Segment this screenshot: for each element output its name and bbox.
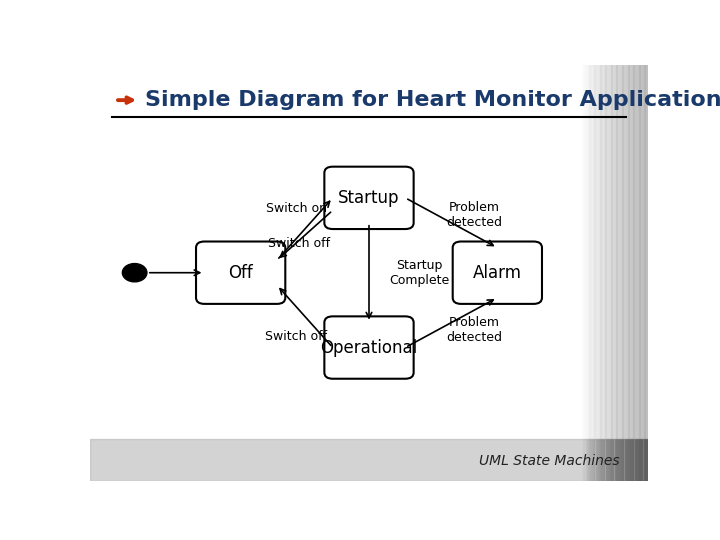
Text: Problem
detected: Problem detected xyxy=(446,316,502,344)
Bar xyxy=(608,439,609,481)
Text: Off: Off xyxy=(228,264,253,282)
Bar xyxy=(631,439,632,481)
Text: Simple Diagram for Heart Monitor Applications: Simple Diagram for Heart Monitor Applica… xyxy=(145,90,720,110)
Bar xyxy=(624,439,626,481)
Bar xyxy=(610,439,611,481)
Bar xyxy=(585,439,587,481)
Text: Switch off: Switch off xyxy=(266,330,328,343)
Bar xyxy=(620,439,621,481)
Bar xyxy=(630,439,631,481)
Bar xyxy=(629,439,630,481)
Bar xyxy=(639,439,640,481)
Bar xyxy=(602,439,603,481)
Bar xyxy=(632,439,634,481)
Bar xyxy=(597,439,598,481)
Bar xyxy=(640,439,642,481)
Bar xyxy=(622,439,624,481)
Bar xyxy=(627,439,628,481)
Bar xyxy=(634,439,636,481)
Text: UML State Machines: UML State Machines xyxy=(480,454,620,468)
Bar xyxy=(612,439,613,481)
FancyBboxPatch shape xyxy=(324,167,413,229)
Bar xyxy=(606,439,607,481)
Bar xyxy=(626,439,627,481)
Bar xyxy=(581,439,582,481)
Bar xyxy=(582,439,583,481)
Bar xyxy=(595,439,597,481)
Text: Switch off: Switch off xyxy=(268,238,330,251)
Bar xyxy=(613,439,615,481)
Bar xyxy=(599,439,600,481)
Bar xyxy=(600,439,601,481)
Bar xyxy=(647,439,648,481)
FancyBboxPatch shape xyxy=(196,241,285,304)
Text: Problem
detected: Problem detected xyxy=(446,201,502,229)
Circle shape xyxy=(122,264,147,282)
Bar xyxy=(588,439,589,481)
Bar xyxy=(603,439,605,481)
Bar xyxy=(628,439,629,481)
FancyBboxPatch shape xyxy=(324,316,413,379)
Bar xyxy=(590,439,591,481)
Bar xyxy=(593,439,595,481)
Bar xyxy=(621,439,622,481)
Bar xyxy=(583,439,585,481)
Bar xyxy=(601,439,602,481)
Bar xyxy=(607,439,608,481)
Text: Operational: Operational xyxy=(320,339,418,356)
Bar xyxy=(618,439,619,481)
Bar xyxy=(617,439,618,481)
Text: Alarm: Alarm xyxy=(473,264,522,282)
Text: Startup
Complete: Startup Complete xyxy=(389,259,449,287)
Text: Switch on: Switch on xyxy=(266,202,327,215)
Bar xyxy=(619,439,620,481)
Bar xyxy=(638,439,639,481)
Bar xyxy=(587,439,588,481)
Bar xyxy=(637,439,638,481)
Bar xyxy=(605,439,606,481)
Text: Startup: Startup xyxy=(338,189,400,207)
Bar xyxy=(90,439,648,481)
Bar xyxy=(644,439,646,481)
Bar xyxy=(642,439,644,481)
Bar xyxy=(615,439,616,481)
Bar xyxy=(616,439,617,481)
Bar xyxy=(611,439,612,481)
Bar xyxy=(646,439,647,481)
Bar xyxy=(591,439,593,481)
Bar xyxy=(589,439,590,481)
Bar xyxy=(609,439,610,481)
Bar xyxy=(598,439,599,481)
FancyBboxPatch shape xyxy=(453,241,542,304)
